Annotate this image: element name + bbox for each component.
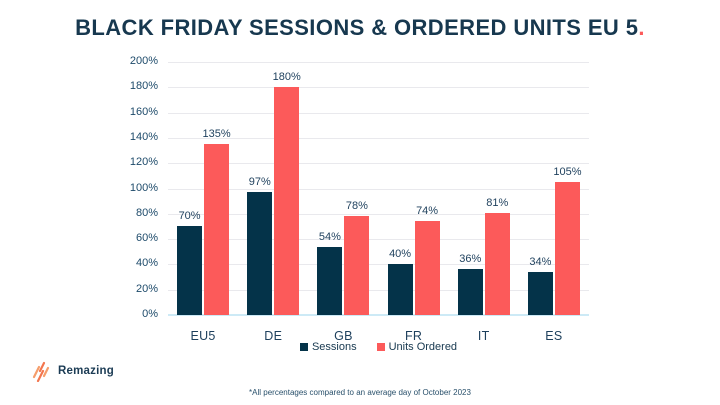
legend-marker (299, 343, 308, 351)
y-tick-label: 40% (135, 257, 158, 270)
bar-group-gb: 54% 78% GB (308, 62, 378, 343)
y-tick-label: 160% (129, 105, 158, 118)
bar-sessions-de: 97% (247, 176, 273, 315)
bar-value-label: 78% (345, 200, 368, 213)
bar-group-eu5: 70% 135% EU5 (168, 62, 238, 343)
bar-units-ordered-eu5: 135% (203, 128, 231, 315)
y-tick-label: 100% (129, 181, 158, 194)
y-tick-label: 60% (135, 232, 158, 245)
bar-sessions-eu5: 70% (177, 210, 203, 315)
bar-value-label: 40% (389, 248, 412, 261)
x-category-label: ES (545, 329, 563, 343)
diagonal-stripes-icon (32, 361, 50, 382)
bar-units-ordered-gb: 78% (344, 200, 370, 315)
plot-area: 70% 135% EU5 97% 180% DE 54% 78% GB 40% 74% FR 36% 81… (168, 62, 589, 343)
bar-units-ordered-fr: 74% (414, 205, 440, 315)
bar-value-label: 105% (553, 166, 582, 179)
bar-units-ordered-it: 81% (484, 197, 510, 315)
y-tick-label: 140% (129, 130, 158, 143)
footnote: *All percentages compared to an average … (249, 388, 471, 397)
gridline (168, 213, 589, 215)
legend-item-sessions: Sessions (299, 341, 357, 353)
y-tick-label: 0% (142, 308, 158, 320)
remazing-logo: Remazing (30, 360, 114, 382)
chart-legend: Sessions Units Ordered (168, 341, 589, 353)
bar-value-label: 54% (318, 230, 341, 243)
gridline (168, 112, 589, 114)
bar-value-label: 81% (486, 196, 509, 209)
x-category-label: GB (334, 329, 353, 343)
legend-label: Sessions (311, 341, 357, 353)
x-category-label: FR (404, 329, 423, 343)
bar-sessions-fr: 40% (387, 248, 413, 315)
bar-value-label: 135% (202, 128, 231, 141)
x-category-label: EU5 (190, 329, 216, 343)
gridline (168, 289, 589, 291)
bar-sessions-es: 34% (527, 256, 553, 315)
chart-title: BLACK FRIDAY SESSIONS & ORDERED UNITS EU… (0, 15, 720, 41)
y-tick-label: 120% (129, 156, 158, 169)
legend-item-units-ordered: Units Ordered (376, 341, 458, 353)
bar-sessions-it: 36% (457, 253, 483, 315)
chart-title-text: BLACK FRIDAY SESSIONS & ORDERED UNITS EU… (75, 15, 639, 40)
bar-group-de: 97% 180% DE (238, 62, 308, 343)
x-axis-baseline (168, 314, 589, 316)
bar-value-label: 34% (529, 256, 552, 268)
bar-group-it: 36% 81% IT (449, 62, 519, 343)
bar-group-fr: 40% 74% FR (379, 62, 449, 343)
legend-label: Units Ordered (388, 341, 458, 353)
gridline (168, 137, 589, 139)
gridline (168, 62, 589, 63)
gridline (168, 87, 589, 89)
bar-value-label: 36% (459, 253, 482, 266)
gridline (168, 239, 589, 241)
gridline (168, 163, 589, 165)
bar-value-label: 180% (272, 71, 301, 84)
bar-units-ordered-es: 105% (553, 166, 581, 315)
bar-group-es: 34% 105% ES (519, 62, 589, 343)
gridline (168, 264, 589, 266)
chart-title-accent-period: . (638, 15, 645, 40)
logo-text: Remazing (58, 365, 114, 377)
bar-value-label: 97% (248, 176, 271, 189)
bar-value-label: 70% (178, 210, 201, 223)
gridline (168, 188, 589, 190)
x-category-label: IT (477, 329, 490, 343)
x-category-label: DE (264, 329, 283, 343)
y-tick-label: 20% (135, 282, 158, 295)
bar-value-label: 74% (416, 205, 439, 218)
y-tick-label: 80% (135, 206, 158, 219)
bar-units-ordered-de: 180% (273, 71, 301, 315)
y-tick-label: 180% (129, 80, 158, 93)
legend-marker (376, 343, 385, 351)
bar-sessions-gb: 54% (317, 231, 343, 315)
y-tick-label: 200% (129, 55, 158, 67)
